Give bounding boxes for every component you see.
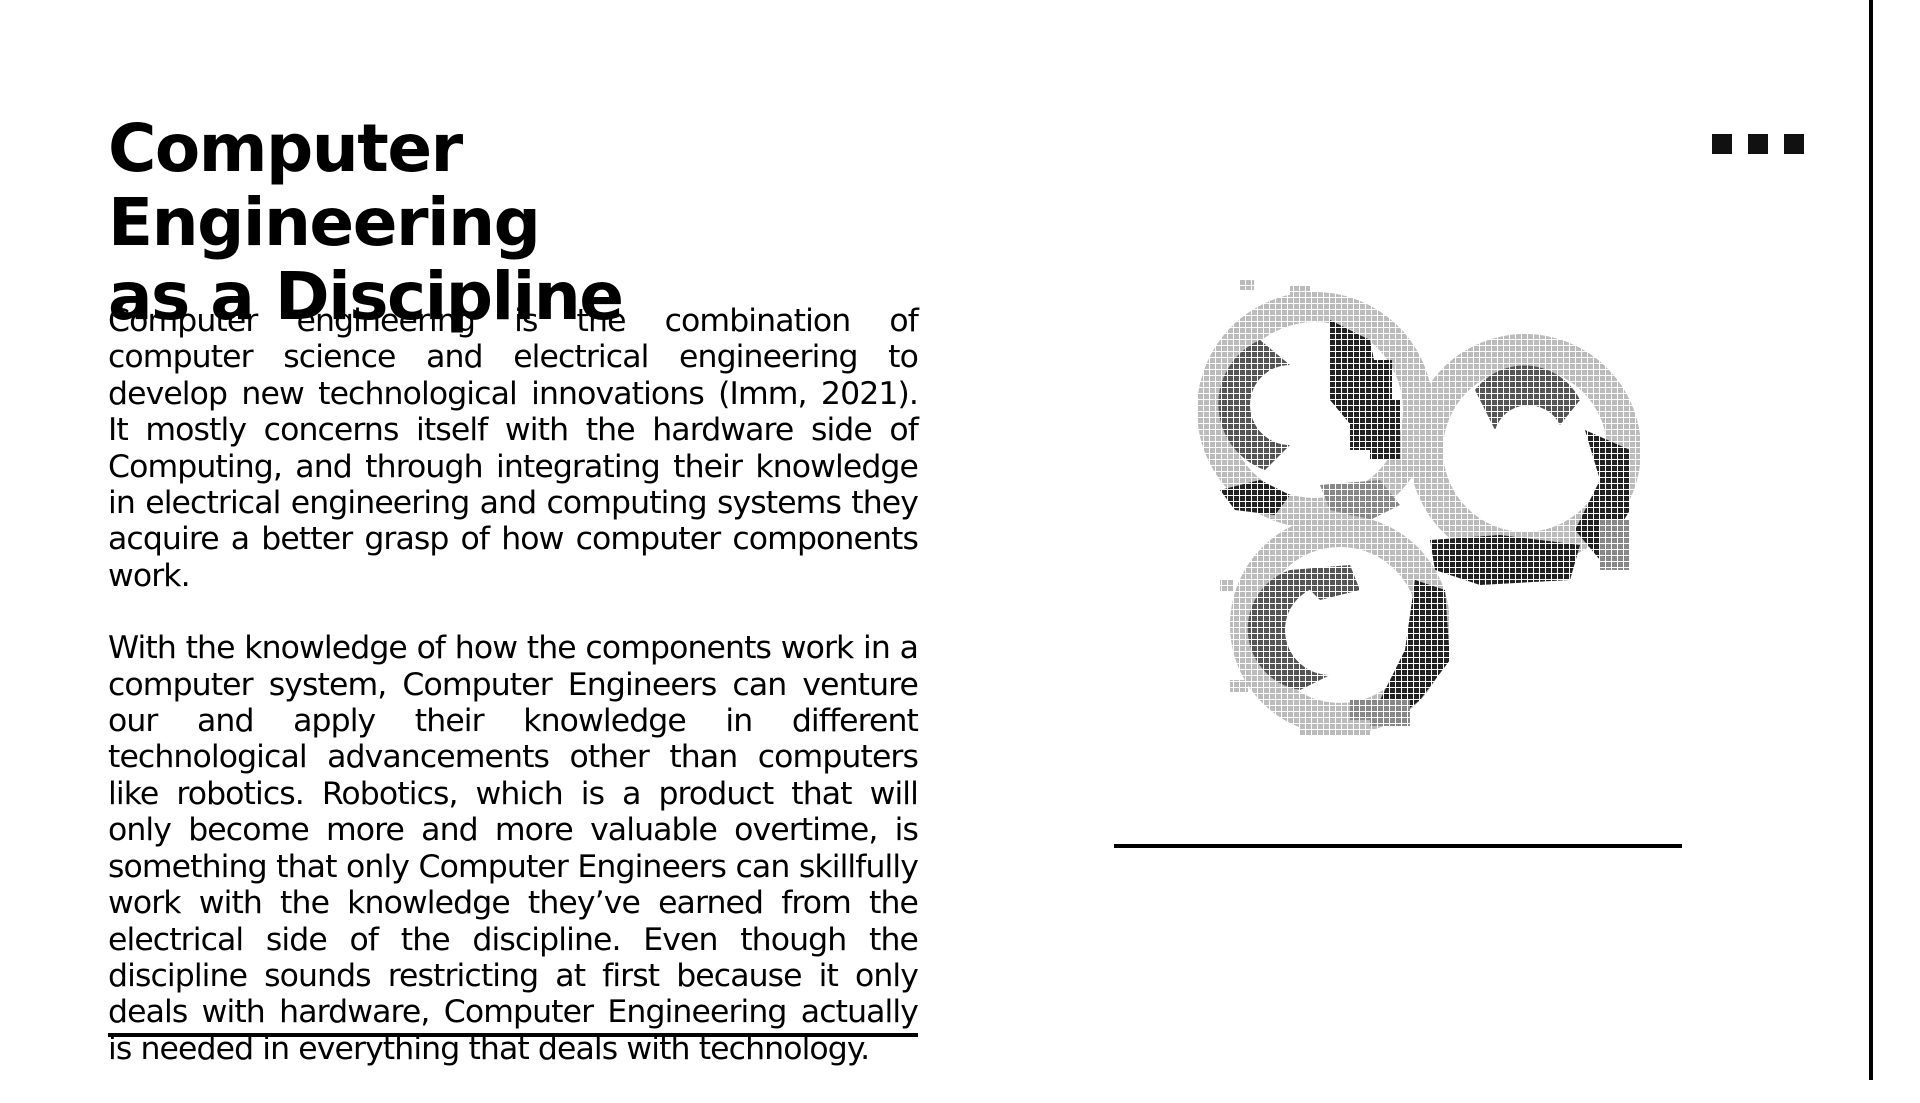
slide-title: Computer Engineering as a Discipline <box>108 112 868 334</box>
gear-upper-left <box>1197 280 1433 528</box>
title-line-2: as a Discipline <box>108 258 624 335</box>
paragraph-1: Computer engineering is the combination … <box>108 303 919 594</box>
square-3 <box>1784 134 1804 154</box>
gear-bottom <box>1220 515 1450 736</box>
title-line-1: Computer Engineering <box>108 110 541 261</box>
body-underline <box>108 1033 918 1037</box>
gear-upper-right <box>1409 334 1640 585</box>
three-squares-icon <box>1712 134 1804 154</box>
illustration-underline <box>1114 844 1682 848</box>
square-2 <box>1748 134 1768 154</box>
slide: Computer Engineering as a Discipline Com… <box>108 0 1873 1080</box>
right-edge-line <box>1869 0 1873 1080</box>
body-text: Computer engineering is the combination … <box>108 303 919 1103</box>
pixelated-gears-icon <box>1197 280 1640 736</box>
paragraph-2: With the knowledge of how the components… <box>108 630 919 1067</box>
square-1 <box>1712 134 1732 154</box>
